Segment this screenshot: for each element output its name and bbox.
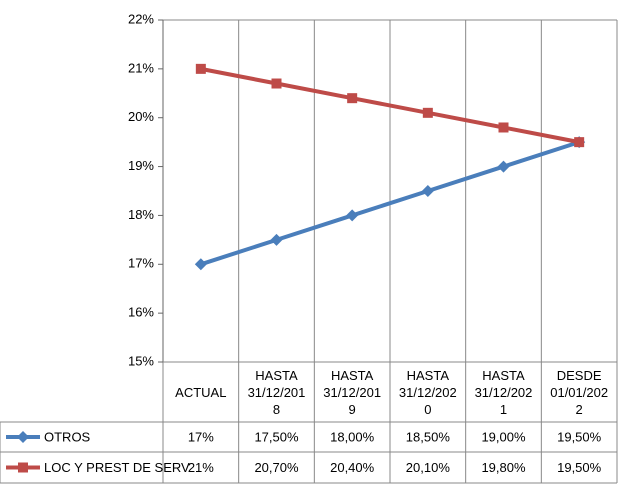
table-value: 21%: [188, 460, 214, 475]
x-tick-label: ACTUAL: [163, 362, 239, 422]
category-text: DESDE 01/01/2022: [550, 367, 609, 417]
table-value: 19,00%: [481, 429, 526, 444]
table-value: 20,70%: [254, 460, 299, 475]
series-line: [200, 140, 580, 267]
table-value: 18,50%: [406, 429, 451, 444]
category-text: HASTA 31/12/2018: [247, 367, 306, 417]
y-tick-label: 20%: [128, 109, 154, 124]
table-value: 20,10%: [406, 460, 451, 475]
y-tick-label: 17%: [128, 256, 154, 271]
legend-label: LOC Y PREST DE SERV: [44, 460, 190, 475]
y-tick-label: 19%: [128, 158, 154, 173]
point-marker: [18, 462, 28, 473]
point-marker: [574, 137, 585, 148]
y-tick-label: 21%: [128, 60, 154, 75]
point-marker: [17, 431, 29, 443]
table-value: 20,40%: [330, 460, 375, 475]
x-tick-label: HASTA 31/12/2021: [466, 362, 542, 422]
legend-label: OTROS: [44, 429, 91, 444]
point-marker: [271, 78, 282, 89]
table-value: 19,80%: [481, 460, 526, 475]
x-tick-label: HASTA 31/12/2020: [390, 362, 466, 422]
point-marker: [497, 160, 510, 173]
x-tick-label: HASTA 31/12/2019: [314, 362, 390, 422]
series-line: [200, 66, 580, 145]
point-marker: [347, 93, 358, 104]
y-tick-label: 16%: [128, 305, 154, 320]
category-text: HASTA 31/12/2020: [398, 367, 457, 417]
point-marker: [195, 63, 206, 74]
table-value: 19,50%: [557, 429, 602, 444]
table-value: 18,00%: [330, 429, 375, 444]
y-tick-label: 18%: [128, 207, 154, 222]
category-text: ACTUAL: [175, 384, 227, 400]
point-marker: [498, 122, 509, 133]
table-value: 19,50%: [557, 460, 602, 475]
x-tick-label: HASTA 31/12/2018: [239, 362, 315, 422]
point-marker: [422, 107, 433, 118]
table-value: 17,50%: [254, 429, 299, 444]
point-marker: [421, 185, 434, 197]
point-marker: [194, 258, 207, 271]
table-value: 17%: [188, 429, 214, 444]
y-tick-label: 22%: [128, 11, 154, 26]
category-text: HASTA 31/12/2021: [474, 367, 533, 417]
x-tick-label: DESDE 01/01/2022: [541, 362, 617, 422]
y-tick-label: 15%: [128, 353, 154, 368]
category-text: HASTA 31/12/2019: [323, 367, 382, 417]
point-marker: [270, 233, 283, 246]
point-marker: [346, 209, 359, 222]
